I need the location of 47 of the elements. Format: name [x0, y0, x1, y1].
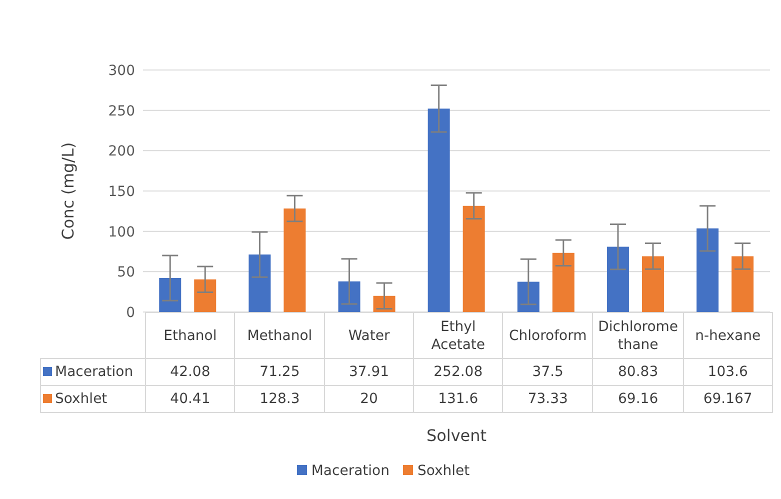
text: Soxhlet	[417, 463, 470, 479]
text: Maceration	[311, 463, 390, 479]
bar	[732, 256, 754, 312]
bar	[642, 256, 664, 312]
data-label: 128.3	[234, 386, 325, 412]
legend-label: Maceration	[40, 358, 146, 386]
y-tick-label: 300	[108, 62, 135, 79]
x-tick-label: Methanol	[234, 312, 325, 358]
data-label: 71.25	[234, 358, 325, 386]
x-tick-label: Chloroform	[502, 312, 593, 358]
data-label: 42.08	[146, 358, 235, 386]
bar	[159, 278, 182, 312]
data-label: 80.83	[592, 358, 684, 386]
x-tick-label: Ethyl Acetate	[413, 312, 503, 358]
y-tick-label: 150	[108, 184, 135, 200]
x-tick-label: Water	[324, 312, 414, 358]
data-label: 103.6	[683, 358, 772, 386]
bar	[194, 279, 216, 312]
y-axis-title: Conc (mg/L)	[58, 142, 78, 240]
bar	[248, 254, 271, 312]
data-label: 37.91	[324, 358, 414, 386]
data-label: 69.16	[592, 386, 684, 412]
data-label: 131.6	[413, 386, 503, 412]
y-tick-label: 50	[117, 264, 135, 281]
y-tick-label: 0	[126, 304, 135, 321]
x-tick-label: Ethanol	[146, 312, 235, 358]
data-label: 40.41	[146, 386, 235, 412]
bar	[284, 208, 306, 312]
x-axis-title: Solvent	[425, 426, 488, 445]
x-tick-label: Dichlorome thane	[592, 312, 684, 358]
y-tick-label: 100	[108, 224, 135, 240]
data-label: 73.33	[502, 386, 593, 412]
x-tick-label: n-hexane	[683, 312, 772, 358]
bar	[606, 246, 629, 312]
bar	[428, 108, 450, 312]
bar	[696, 228, 719, 312]
data-label: 252.08	[413, 358, 503, 386]
y-tick-label: 250	[108, 103, 135, 120]
bar	[338, 281, 360, 312]
y-tick-label: 200	[108, 144, 135, 160]
bar	[517, 282, 540, 312]
bar	[462, 206, 485, 312]
bar	[552, 252, 574, 312]
legend-label: Soxhlet	[40, 386, 146, 412]
data-label: 20	[324, 386, 414, 412]
data-label: 37.5	[502, 358, 593, 386]
data-label: 69.167	[683, 386, 772, 412]
